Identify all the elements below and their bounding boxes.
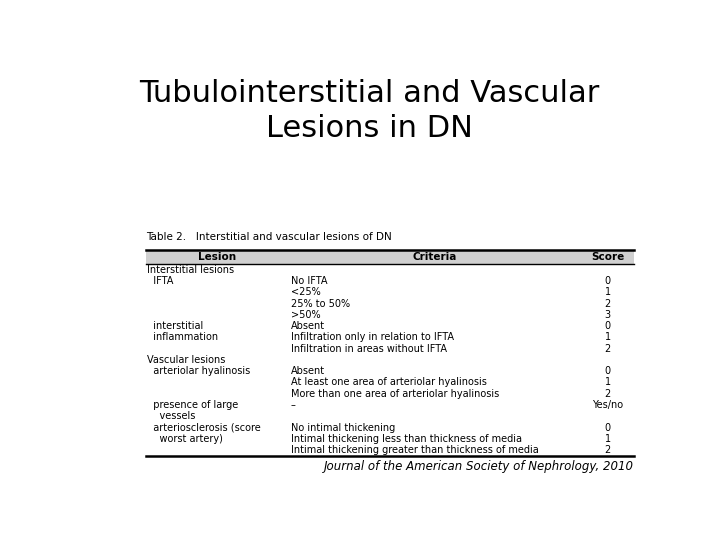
Text: Intimal thickening less than thickness of media: Intimal thickening less than thickness o…: [291, 434, 522, 444]
Text: 2: 2: [604, 344, 611, 354]
Text: 1: 1: [605, 333, 611, 342]
Text: 1: 1: [605, 287, 611, 298]
Text: 0: 0: [605, 321, 611, 331]
Text: –: –: [291, 400, 296, 410]
Text: >50%: >50%: [291, 310, 320, 320]
Text: vessels: vessels: [148, 411, 196, 421]
Text: Infiltration in areas without IFTA: Infiltration in areas without IFTA: [291, 344, 447, 354]
Text: Yes/no: Yes/no: [592, 400, 623, 410]
Text: Journal of the American Society of Nephrology, 2010: Journal of the American Society of Nephr…: [324, 460, 634, 473]
Text: 2: 2: [604, 445, 611, 455]
Text: interstitial: interstitial: [148, 321, 204, 331]
Text: arteriosclerosis (score: arteriosclerosis (score: [148, 422, 261, 433]
Text: 3: 3: [605, 310, 611, 320]
Text: worst artery): worst artery): [148, 434, 223, 444]
Text: arteriolar hyalinosis: arteriolar hyalinosis: [148, 366, 251, 376]
Text: Absent: Absent: [291, 366, 325, 376]
Text: inflammation: inflammation: [148, 333, 219, 342]
Text: IFTA: IFTA: [148, 276, 174, 286]
Text: Infiltration only in relation to IFTA: Infiltration only in relation to IFTA: [291, 333, 454, 342]
Text: Table 2.   Interstitial and vascular lesions of DN: Table 2. Interstitial and vascular lesio…: [145, 232, 392, 242]
Text: Interstitial lesions: Interstitial lesions: [148, 265, 235, 275]
Bar: [145, 250, 634, 264]
Text: 0: 0: [605, 366, 611, 376]
Text: At least one area of arteriolar hyalinosis: At least one area of arteriolar hyalinos…: [291, 377, 487, 388]
Text: 0: 0: [605, 422, 611, 433]
Text: Lesion: Lesion: [198, 252, 236, 262]
Text: Score: Score: [591, 252, 624, 262]
Text: Intimal thickening greater than thickness of media: Intimal thickening greater than thicknes…: [291, 445, 539, 455]
Text: No IFTA: No IFTA: [291, 276, 328, 286]
Text: 1: 1: [605, 377, 611, 388]
Text: No intimal thickening: No intimal thickening: [291, 422, 395, 433]
Text: 1: 1: [605, 434, 611, 444]
Text: <25%: <25%: [291, 287, 320, 298]
Text: Vascular lesions: Vascular lesions: [148, 355, 226, 365]
Text: presence of large: presence of large: [148, 400, 239, 410]
Text: Tubulointerstitial and Vascular
Lesions in DN: Tubulointerstitial and Vascular Lesions …: [139, 79, 599, 143]
Text: 2: 2: [604, 299, 611, 309]
Text: 2: 2: [604, 389, 611, 399]
Text: More than one area of arteriolar hyalinosis: More than one area of arteriolar hyalino…: [291, 389, 499, 399]
Text: 25% to 50%: 25% to 50%: [291, 299, 350, 309]
Text: Criteria: Criteria: [413, 252, 456, 262]
Text: Absent: Absent: [291, 321, 325, 331]
Text: 0: 0: [605, 276, 611, 286]
